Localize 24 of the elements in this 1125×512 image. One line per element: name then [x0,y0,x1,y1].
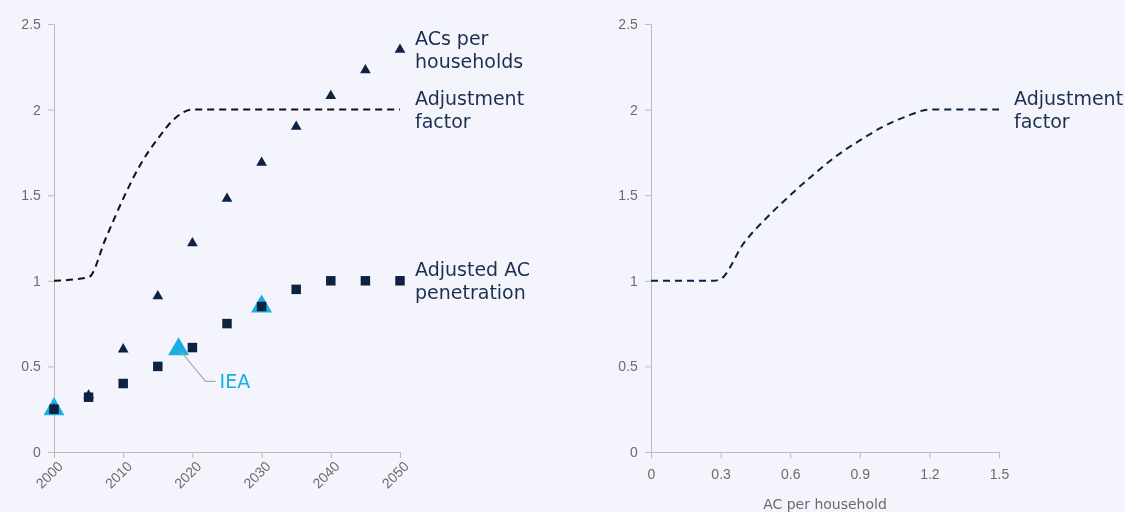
series-label: Adjustment factor [1014,86,1124,132]
y-tick-label: 1 [630,272,638,289]
series-label: ACs per households [415,26,524,72]
x-tick-label: 0.9 [850,466,871,483]
y-tick-label: 2.5 [21,15,42,32]
y-tick-label: 2.5 [618,15,639,32]
y-tick-label: 0 [33,443,41,460]
x-tick-label: 0.6 [780,466,801,483]
y-tick-label: 1.5 [21,187,42,204]
y-tick-label: 2 [33,101,41,118]
x-axis-title: AC per household [763,496,887,512]
x-tick-label: 1.2 [920,466,940,483]
y-tick-label: 2 [630,101,638,118]
y-tick-label: 0.5 [21,358,42,375]
x-tick-label: 0 [647,466,656,483]
x-tick-label: 1.5 [989,466,1010,483]
x-tick-label: 0.3 [711,466,732,483]
series-label: Adjustment factor [415,86,525,132]
y-tick-label: 0 [630,443,638,460]
y-tick-label: 1.5 [618,187,639,204]
annotation: IEA [219,370,251,393]
series-label: Adjusted AC penetration [415,258,531,303]
y-tick-label: 1 [33,272,41,289]
y-tick-label: 0.5 [618,358,639,375]
